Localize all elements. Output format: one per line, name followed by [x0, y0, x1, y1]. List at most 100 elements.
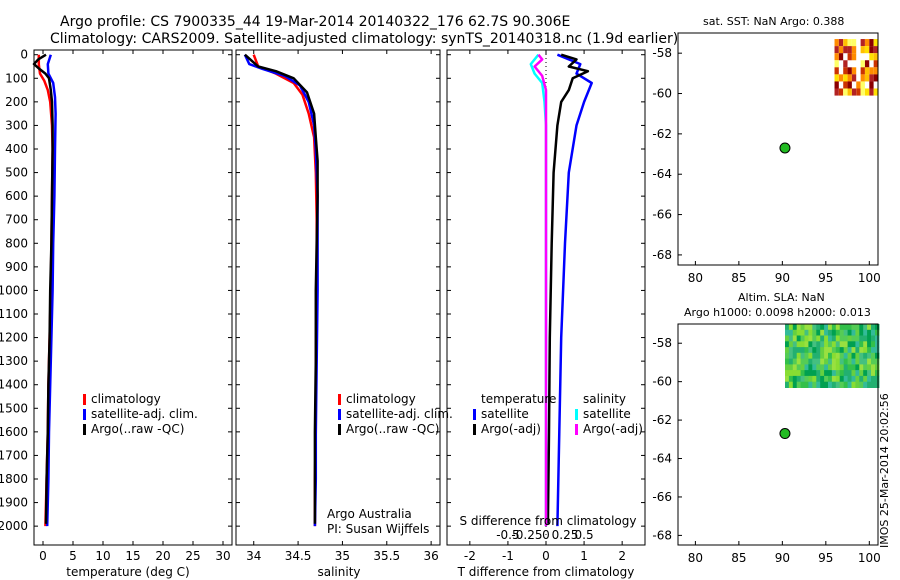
sla-pixel	[796, 347, 802, 354]
depth-tick-label: 1600	[0, 425, 28, 439]
sst-ytick-label: -62	[652, 127, 672, 141]
sst-pixel	[843, 88, 848, 96]
sla-pixel	[785, 352, 790, 360]
sla-pixel	[828, 324, 833, 331]
s-diff-tick-label: -0.5	[496, 528, 519, 542]
salinity-xtick-label: 34	[246, 549, 261, 563]
temp-legend-satellite-swatch	[83, 409, 86, 420]
sla-pixel	[808, 358, 813, 365]
sst-pixel	[834, 67, 839, 75]
sla-pixel	[828, 341, 833, 348]
sal-legend-satellite-swatch	[338, 409, 341, 420]
diff-legend-temp-head: temperature	[481, 392, 556, 406]
depth-tick-label: 1900	[0, 496, 28, 510]
sla-pixel	[812, 381, 817, 388]
sst-pixel	[860, 88, 865, 96]
sst-pixel	[843, 81, 848, 89]
sla-xtick-label: 90	[775, 551, 790, 565]
diff-legend-s-argo-label: Argo(-adj)	[583, 422, 643, 436]
sla-pixel	[867, 347, 872, 354]
sla-pixel	[871, 352, 876, 360]
sla-pixel	[785, 381, 790, 388]
sal-legend-climatology-swatch	[338, 394, 341, 405]
sla-pixel	[820, 364, 825, 371]
temp-argo-line	[32, 53, 54, 524]
sst-pixel	[838, 39, 844, 47]
sla-ytick-label: -60	[652, 375, 672, 389]
sla-pixel	[824, 352, 829, 360]
sla-pixel	[824, 329, 829, 337]
sst-pixel	[851, 46, 857, 54]
sla-pixel	[831, 347, 837, 354]
sla-pixel	[839, 358, 845, 365]
sla-pixel	[824, 324, 829, 331]
sla-pixel	[824, 370, 829, 377]
sla-pixel	[863, 375, 868, 383]
sst-pixel	[847, 67, 852, 75]
sla-pixel	[831, 352, 837, 360]
sla-pixel	[839, 329, 845, 337]
sla-pixel	[859, 358, 864, 365]
sla-pixel	[847, 381, 852, 388]
temperature-xtick-label: 20	[155, 549, 170, 563]
sla-pixel	[792, 370, 798, 377]
sla-pixel	[812, 375, 817, 383]
sla-pixel	[835, 335, 841, 342]
sla-pixel	[851, 324, 856, 331]
sla-pixel	[788, 364, 794, 371]
sla-pixel	[808, 370, 813, 377]
difference-xtick-label: -2	[464, 549, 476, 563]
sla-pixel	[800, 329, 805, 337]
sla-pixel	[816, 341, 821, 348]
sst-pixel	[843, 39, 848, 47]
sst-pixel	[834, 81, 839, 89]
sla-pixel	[792, 358, 798, 365]
sla-pixel	[839, 324, 845, 331]
sla-pixel	[875, 358, 880, 365]
salinity-xtick-label: 35	[335, 549, 350, 563]
sal-legend-argo-swatch	[338, 424, 341, 435]
sla-ytick-label: -66	[652, 490, 672, 504]
sla-pixel	[796, 370, 802, 377]
sla-pixel	[875, 324, 880, 331]
sst-pixel	[860, 67, 865, 75]
temperature-xtick-label: 30	[215, 549, 230, 563]
sla-pixel	[820, 347, 825, 354]
diff-legend-s-argo-swatch	[575, 424, 578, 435]
sla-pixel	[788, 341, 794, 348]
sst-pixel	[860, 60, 865, 68]
sla-pixel	[875, 375, 880, 383]
sst-argo-point	[779, 142, 791, 154]
sla-pixel	[875, 370, 880, 377]
sst-map-title: sat. SST: NaN Argo: 0.388	[703, 15, 844, 28]
sla-pixel	[835, 370, 841, 377]
sla-pixel	[812, 329, 817, 337]
sla-pixel	[828, 358, 833, 365]
sla-pixel	[808, 381, 813, 388]
sst-pixel	[856, 88, 861, 96]
sla-pixel	[804, 381, 809, 388]
sla-pixel	[859, 352, 864, 360]
sla-pixel	[855, 381, 860, 388]
diff-legend-t-argo-label: Argo(-adj)	[481, 422, 541, 436]
difference-xtick-label: 1	[580, 549, 588, 563]
sla-pixel	[863, 324, 868, 331]
sla-pixel	[835, 358, 841, 365]
sst-pixel	[873, 74, 878, 82]
sst-pixel	[838, 53, 844, 61]
sla-pixel	[855, 329, 860, 337]
sla-pixel	[843, 370, 849, 377]
diff-legend-t-satellite-swatch	[473, 409, 476, 420]
sla-pixel	[796, 375, 802, 383]
temperature-xtick-label: 15	[125, 549, 140, 563]
sla-pixel	[828, 375, 833, 383]
sla-pixel	[859, 364, 864, 371]
sla-pixel	[808, 352, 813, 360]
sla-pixel	[824, 347, 829, 354]
sst-pixel	[864, 60, 870, 68]
sla-pixel	[875, 335, 880, 342]
sla-pixel	[855, 352, 860, 360]
sla-pixel	[816, 364, 821, 371]
depth-tick-label: 1800	[0, 472, 28, 486]
sla-pixel	[839, 375, 845, 383]
